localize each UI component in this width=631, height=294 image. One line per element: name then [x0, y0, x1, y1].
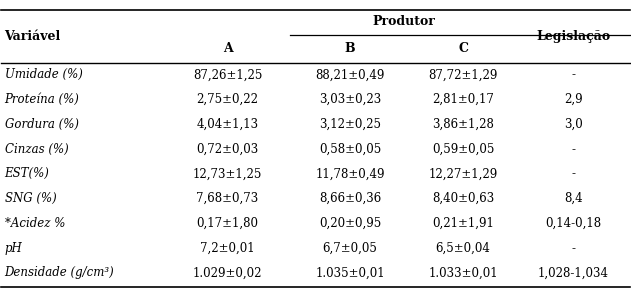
Text: 87,72±1,29: 87,72±1,29 — [428, 69, 498, 81]
Text: 88,21±0,49: 88,21±0,49 — [316, 69, 385, 81]
Text: Densidade (g/cm³): Densidade (g/cm³) — [4, 266, 114, 280]
Text: -: - — [571, 69, 575, 81]
Text: 2,9: 2,9 — [563, 93, 582, 106]
Text: 0,14-0,18: 0,14-0,18 — [545, 217, 601, 230]
Text: 12,27±1,29: 12,27±1,29 — [428, 168, 498, 181]
Text: 12,73±1,25: 12,73±1,25 — [193, 168, 262, 181]
Text: Umidade (%): Umidade (%) — [4, 69, 83, 81]
Text: 8,40±0,63: 8,40±0,63 — [432, 192, 494, 205]
Text: 8,4: 8,4 — [563, 192, 582, 205]
Text: 3,86±1,28: 3,86±1,28 — [432, 118, 494, 131]
Text: Produtor: Produtor — [372, 14, 435, 28]
Text: 0,21±1,91: 0,21±1,91 — [432, 217, 494, 230]
Text: 3,03±0,23: 3,03±0,23 — [319, 93, 381, 106]
Text: 0,20±0,95: 0,20±0,95 — [319, 217, 381, 230]
Text: Legislação: Legislação — [536, 30, 610, 43]
Text: Variável: Variável — [4, 30, 61, 43]
Text: 7,2±0,01: 7,2±0,01 — [200, 242, 255, 255]
Text: C: C — [458, 42, 468, 55]
Text: -: - — [571, 143, 575, 156]
Text: 1.033±0,01: 1.033±0,01 — [428, 266, 498, 280]
Text: 6,7±0,05: 6,7±0,05 — [322, 242, 377, 255]
Text: Gordura (%): Gordura (%) — [4, 118, 78, 131]
Text: 4,04±1,13: 4,04±1,13 — [196, 118, 259, 131]
Text: 0,59±0,05: 0,59±0,05 — [432, 143, 494, 156]
Text: 2,81±0,17: 2,81±0,17 — [432, 93, 494, 106]
Text: 11,78±0,49: 11,78±0,49 — [316, 168, 385, 181]
Text: 0,17±1,80: 0,17±1,80 — [196, 217, 259, 230]
Text: Proteína (%): Proteína (%) — [4, 93, 80, 106]
Text: 3,0: 3,0 — [563, 118, 582, 131]
Text: 3,12±0,25: 3,12±0,25 — [319, 118, 381, 131]
Text: 8,66±0,36: 8,66±0,36 — [319, 192, 381, 205]
Text: 2,75±0,22: 2,75±0,22 — [196, 93, 259, 106]
Text: -: - — [571, 168, 575, 181]
Text: 6,5±0,04: 6,5±0,04 — [435, 242, 490, 255]
Text: 1.035±0,01: 1.035±0,01 — [316, 266, 385, 280]
Text: pH: pH — [4, 242, 22, 255]
Text: A: A — [223, 42, 232, 55]
Text: 0,58±0,05: 0,58±0,05 — [319, 143, 381, 156]
Text: B: B — [345, 42, 355, 55]
Text: 1.029±0,02: 1.029±0,02 — [193, 266, 262, 280]
Text: *Acidez %: *Acidez % — [4, 217, 65, 230]
Text: SNG (%): SNG (%) — [4, 192, 56, 205]
Text: EST(%): EST(%) — [4, 168, 49, 181]
Text: Cinzas (%): Cinzas (%) — [4, 143, 68, 156]
Text: 1,028-1,034: 1,028-1,034 — [538, 266, 608, 280]
Text: -: - — [571, 242, 575, 255]
Text: 7,68±0,73: 7,68±0,73 — [196, 192, 259, 205]
Text: 87,26±1,25: 87,26±1,25 — [193, 69, 262, 81]
Text: 0,72±0,03: 0,72±0,03 — [196, 143, 259, 156]
